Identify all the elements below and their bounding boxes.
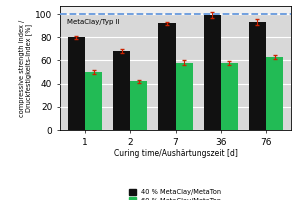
Bar — [60, 6, 291, 14]
Bar — [85, 72, 102, 130]
Bar — [266, 57, 283, 130]
X-axis label: Curing time/Aushärtungszeit [d]: Curing time/Aushärtungszeit [d] — [114, 149, 237, 158]
Bar — [249, 22, 266, 130]
Y-axis label: compressive strength index /
Druckfestigkeits-Index [%]: compressive strength index / Druckfestig… — [19, 19, 32, 117]
Bar — [176, 63, 193, 130]
Bar — [204, 15, 221, 130]
Bar — [158, 23, 176, 130]
Bar — [221, 63, 238, 130]
Text: MetaClay/Typ II: MetaClay/Typ II — [67, 19, 120, 25]
Bar — [68, 37, 85, 130]
Legend: 40 % MetaClay/MetaTon, 60 % MetaClay/MetaTon: 40 % MetaClay/MetaTon, 60 % MetaClay/Met… — [129, 189, 222, 200]
Bar — [113, 51, 130, 130]
Bar — [130, 81, 147, 130]
